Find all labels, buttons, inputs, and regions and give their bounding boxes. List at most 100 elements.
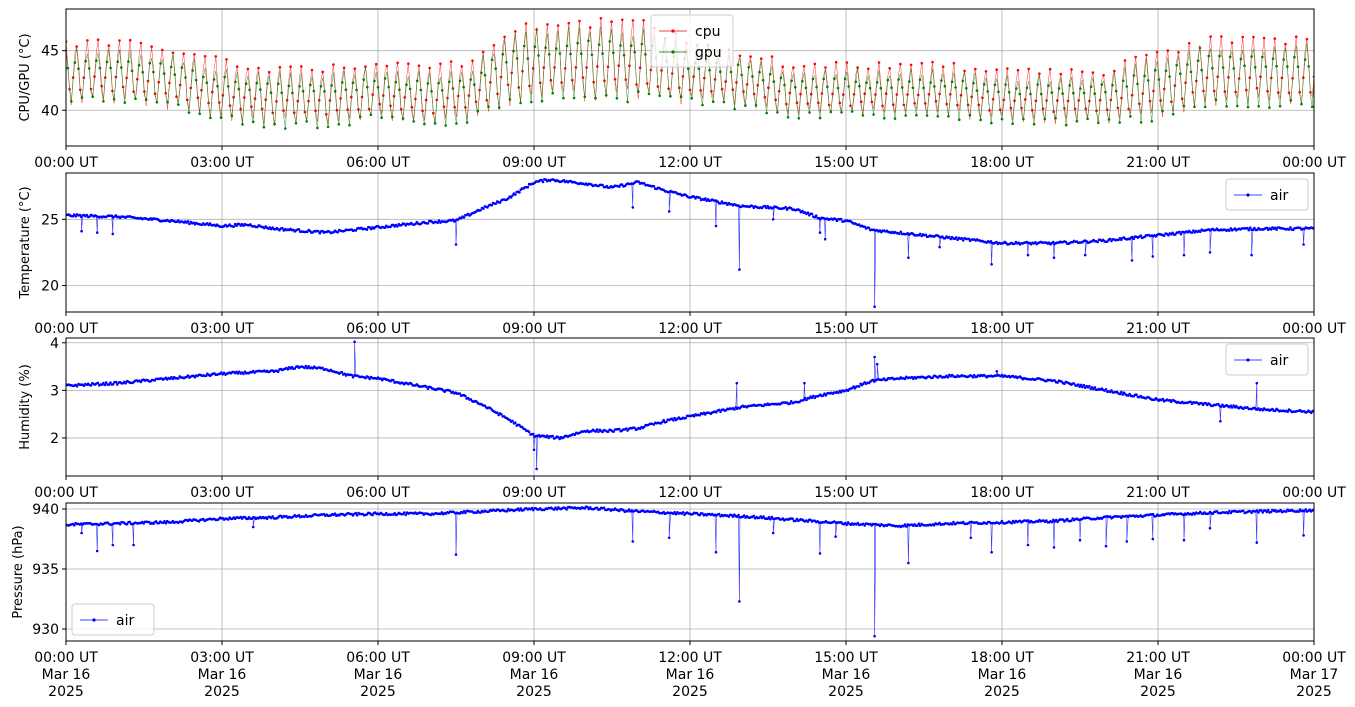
data-point [542,66,546,69]
data-point [833,77,836,80]
data-point [448,80,451,84]
data-point [779,76,783,80]
data-point [949,93,952,96]
data-point [382,94,385,97]
data-point [95,59,98,62]
data-point [1120,96,1123,100]
data-point [799,92,802,96]
data-point [396,61,399,65]
data-point [348,123,351,127]
x-tick-label: 00:00 UT [34,650,98,666]
data-point [765,111,768,115]
data-point [1250,253,1253,257]
data-point [1151,537,1155,541]
data-point [278,65,282,69]
data-point [1221,66,1225,69]
data-point [1002,98,1006,102]
data-point [273,122,276,126]
data-point [1048,67,1052,71]
data-point [383,226,387,229]
data-point [74,215,77,218]
data-point [713,78,717,81]
data-point [177,377,180,380]
data-point [752,92,756,96]
data-point [532,508,535,512]
data-point [594,430,597,433]
data-point [412,120,416,123]
data-point [184,76,187,79]
data-point [1171,112,1175,116]
data-point [1162,234,1166,237]
data-point [1052,240,1055,244]
data-point [303,366,306,370]
data-point [784,205,787,209]
data-point [318,232,322,235]
data-point [1193,105,1196,109]
data-point [1088,384,1091,388]
data-point [351,375,355,379]
data-point [1219,405,1223,408]
data-point [1109,98,1113,102]
data-point [85,213,89,217]
data-point [469,398,473,401]
data-point [514,421,517,425]
data-point [77,67,80,70]
data-point [430,90,433,93]
data-point [194,78,198,82]
x-tick-label: 15:00 UT [814,485,878,501]
data-point [895,93,899,96]
data-point [837,391,840,395]
data-point [553,66,556,69]
data-point [180,66,184,69]
data-point [545,434,549,438]
data-point [1032,122,1036,126]
data-point [496,411,499,415]
data-point [861,114,865,117]
data-point [572,96,576,100]
data-point [1232,67,1236,70]
data-point [1118,121,1121,124]
data-point [804,86,808,90]
data-point [1072,91,1075,95]
plot-area [66,505,1314,638]
data-point [532,432,535,436]
data-point [465,121,469,124]
data-point [498,201,502,204]
data-point [143,90,146,93]
data-point [961,79,965,83]
data-point [642,19,645,22]
x-tick-label: 21:00 UT [1126,321,1190,337]
x-tick-label: 09:00 UT [502,485,566,501]
x-tick-date-label: Mar 16 [510,667,559,683]
data-point [754,104,758,107]
x-tick-label: 00:00 UT [34,321,98,337]
data-point [908,80,911,83]
data-point [1161,109,1164,113]
data-point [818,552,822,555]
data-point [802,398,805,402]
data-point [312,89,316,93]
data-point [1105,108,1109,112]
data-point [1151,512,1155,516]
data-point [1208,526,1212,530]
data-point [478,88,481,92]
data-point [524,22,528,25]
data-point [1090,386,1094,389]
data-point [1151,255,1155,258]
data-point [873,305,876,309]
data-point [602,506,606,510]
data-point [1052,256,1056,260]
data-point [965,86,968,90]
data-point [858,84,861,88]
data-point [1265,510,1269,514]
x-tick-date-label: Mar 17 [1290,667,1339,683]
data-point [417,64,421,67]
data-point [111,383,115,386]
data-point [588,26,592,29]
data-point [941,65,945,68]
data-point [383,77,387,80]
data-point [177,103,180,106]
data-point [1273,409,1277,413]
data-point [698,414,701,417]
